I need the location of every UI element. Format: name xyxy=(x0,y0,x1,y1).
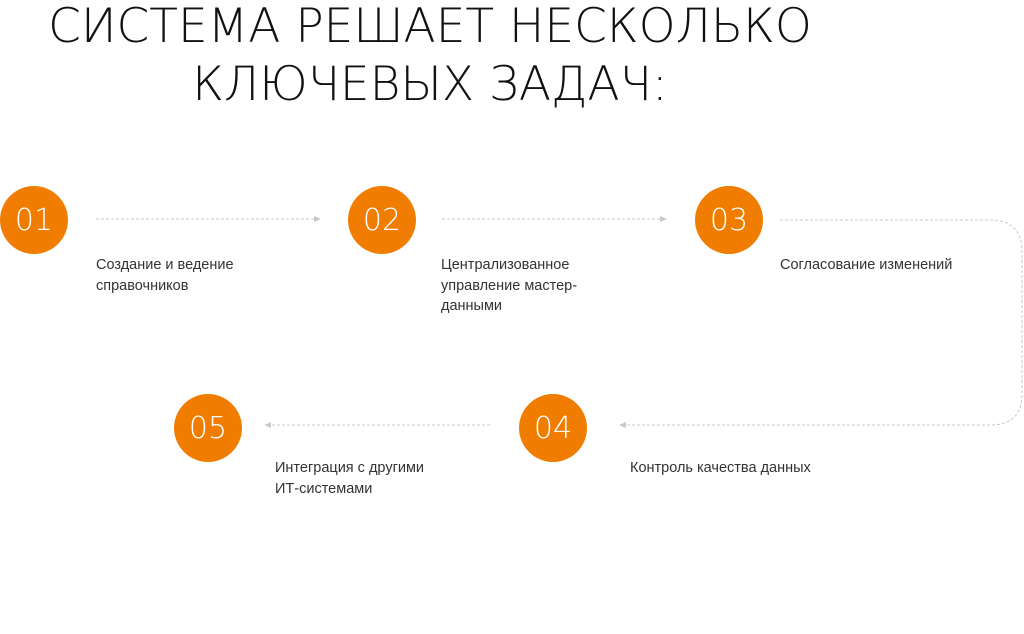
step-01-badge: 01 xyxy=(0,186,68,254)
arrow-03-04 xyxy=(619,219,1023,428)
step-01-label: Создание и ведение справочников xyxy=(96,255,234,296)
label-line: Согласование изменений xyxy=(780,257,953,273)
label-line: данными xyxy=(441,298,503,314)
label-line: Интеграция с другими xyxy=(275,460,425,476)
step-02-badge: 02 xyxy=(348,186,416,254)
step-02-label: Централизованное управление мастер- данн… xyxy=(441,255,577,317)
step-05-badge: 05 xyxy=(174,394,242,462)
step-04-label: Контроль качества данных xyxy=(630,458,811,479)
step-04-badge: 04 xyxy=(519,394,587,462)
step-03-label: Согласование изменений xyxy=(780,255,952,276)
page-title: СИСТЕМА РЕШАЕТ НЕСКОЛЬКО КЛЮЧЕВЫХ ЗАДАЧ: xyxy=(0,0,860,114)
title-line-1: СИСТЕМА РЕШАЕТ НЕСКОЛЬКО xyxy=(48,0,812,54)
step-03-badge: 03 xyxy=(695,186,763,254)
label-line: Контроль качества данных xyxy=(630,460,811,476)
label-line: ИТ-системами xyxy=(275,480,373,497)
label-line: справочников xyxy=(96,277,189,294)
label-line: Централизованное xyxy=(441,257,570,273)
label-line: управление мастер- xyxy=(441,277,578,294)
step-05-label: Интеграция с другими ИТ-системами xyxy=(275,458,424,499)
title-line-2: КЛЮЧЕВЫХ ЗАДАЧ: xyxy=(192,57,668,112)
label-line: Создание и ведение xyxy=(96,257,234,273)
